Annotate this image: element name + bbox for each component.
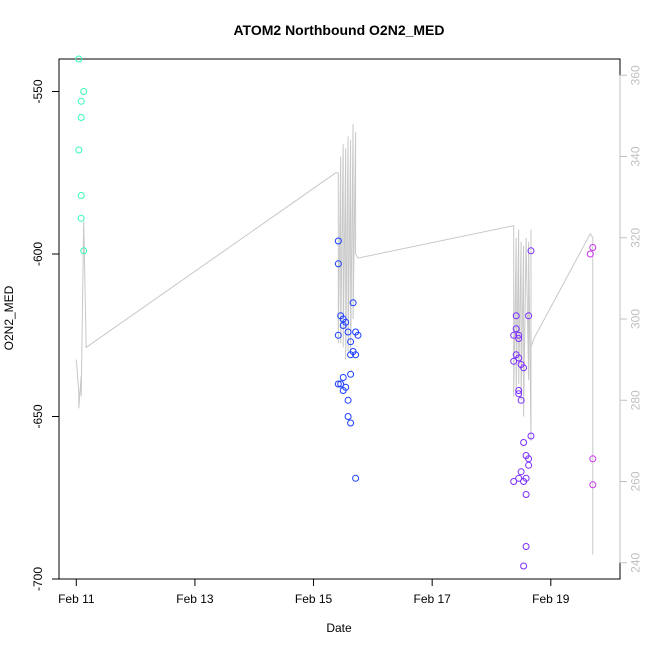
data-point-series-3 (515, 354, 523, 362)
data-point-series-3 (512, 325, 520, 333)
data-point-series-2 (349, 299, 357, 307)
x-tick-label: Feb 15 (295, 592, 333, 606)
data-point-series-3 (522, 543, 530, 550)
x-tick-label: Feb 17 (413, 592, 451, 606)
data-point-series-1 (75, 146, 83, 154)
y-tick-label: -700 (31, 567, 45, 591)
data-point-series-1 (80, 247, 88, 255)
data-point-series-2 (347, 351, 355, 359)
secondary-line (75, 123, 594, 555)
data-point-series-1 (77, 214, 85, 222)
data-point-series-3 (517, 396, 525, 404)
y2-tick-label: 360 (628, 65, 642, 85)
y2-tick-label: 320 (628, 227, 642, 247)
data-point-series-3 (522, 474, 530, 482)
x-axis-label: Date (326, 621, 352, 635)
data-point-series-3 (515, 390, 523, 398)
data-point-series-2 (352, 351, 360, 359)
data-point-series-4 (589, 455, 597, 463)
points-layer (75, 55, 597, 570)
data-point-series-2 (334, 260, 342, 268)
data-point-series-2 (344, 328, 352, 336)
data-point-series-2 (339, 374, 347, 381)
chart-title: ATOM2 Northbound O2N2_MED (233, 22, 444, 38)
data-point-series-4 (589, 244, 597, 251)
data-point-series-4 (589, 481, 597, 489)
data-point-series-4 (586, 250, 594, 258)
y-axis-right: 240 260 280 300 320 340 360 (619, 65, 642, 573)
y2-tick-label: 240 (628, 552, 642, 572)
data-point-series-2 (352, 328, 360, 336)
y-tick-label: -600 (31, 242, 45, 266)
data-point-series-3 (520, 562, 528, 570)
data-point-series-2 (339, 387, 347, 394)
data-point-series-1 (77, 97, 85, 105)
x-tick-label: Feb 11 (58, 592, 95, 606)
y-tick-label: -650 (31, 404, 45, 428)
data-point-series-3 (520, 439, 528, 446)
data-point-series-3 (510, 357, 518, 365)
data-point-series-2 (337, 380, 345, 388)
data-point-series-2 (334, 380, 342, 388)
data-point-series-1 (77, 114, 85, 121)
secondary-line-layer (75, 123, 594, 555)
data-point-series-2 (347, 419, 355, 427)
data-point-series-3 (510, 331, 518, 339)
y2-tick-label: 280 (628, 390, 642, 410)
data-point-series-2 (334, 331, 342, 339)
data-point-series-2 (334, 237, 342, 245)
x-axis: Feb 11 Feb 13 Feb 15 Feb 17 Feb 19 (58, 578, 570, 606)
data-point-series-3 (515, 387, 523, 394)
data-point-series-3 (527, 432, 535, 440)
x-tick-label: Feb 19 (532, 592, 570, 606)
data-point-series-3 (517, 468, 525, 476)
data-point-series-3 (525, 461, 533, 469)
data-point-series-2 (352, 474, 360, 482)
data-point-series-3 (510, 478, 518, 485)
data-point-series-2 (339, 322, 347, 329)
data-point-series-2 (347, 370, 355, 378)
y-axis-label: O2N2_MED (2, 285, 16, 350)
y2-tick-label: 300 (628, 309, 642, 329)
data-point-series-1 (75, 55, 83, 63)
data-point-series-1 (80, 88, 88, 95)
data-point-series-3 (527, 247, 535, 255)
data-point-series-2 (347, 338, 355, 346)
x-tick-label: Feb 13 (176, 592, 214, 606)
data-point-series-3 (512, 312, 520, 320)
y-tick-label: -550 (31, 79, 45, 103)
data-point-series-3 (515, 474, 523, 482)
y2-tick-label: 340 (628, 146, 642, 166)
data-point-series-3 (520, 364, 528, 372)
data-point-series-3 (515, 331, 523, 339)
y-axis: -550 -600 -650 -700 (31, 79, 60, 591)
y2-tick-label: 260 (628, 471, 642, 491)
data-point-series-3 (522, 491, 530, 498)
data-point-series-2 (344, 396, 352, 404)
data-point-series-3 (515, 335, 523, 342)
data-point-series-3 (525, 312, 533, 320)
data-point-series-1 (77, 192, 85, 199)
data-point-series-2 (344, 413, 352, 420)
